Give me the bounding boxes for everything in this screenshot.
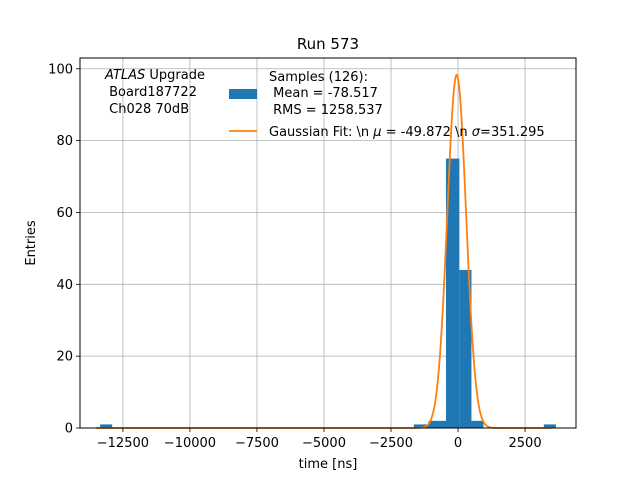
legend-fit-sigma-value: =351.295 [480,125,545,140]
histogram-bars [100,158,556,428]
x-axis-ticks: −12500 −10000 −7500 −5000 −2500 0 2500 [97,428,542,451]
legend-fit-mu: μ [372,125,381,140]
y-tick-label: 80 [56,134,73,149]
x-tick-label: 0 [454,436,462,451]
x-tick-label: −2500 [369,436,413,451]
x-tick-label: 2500 [509,436,542,451]
histogram-bar [459,269,472,428]
annotation-line-2: Board187722 [105,85,197,100]
y-tick-label: 100 [48,62,73,77]
y-tick-label: 40 [56,278,73,293]
y-tick-label: 20 [56,350,73,365]
histogram-bar [413,424,429,428]
x-tick-label: −7500 [235,436,279,451]
annotation-upgrade: Upgrade [145,68,205,83]
legend-histogram-line-3: RMS = 1258.537 [269,103,383,118]
chart-title: Run 573 [297,35,359,53]
legend: Samples (126): Mean = -78.517 RMS = 1258… [229,70,545,140]
y-axis-ticks: 0 20 40 60 80 100 [48,62,80,437]
plot-frame [79,57,577,429]
x-tick-label: −12500 [97,436,149,451]
legend-histogram-line-2: Mean = -78.517 [269,86,378,101]
legend-histogram-swatch [229,89,257,99]
annotation-atlas: ATLAS [104,68,145,83]
legend-fit-sigma: σ [472,125,481,140]
histogram-bar [445,158,460,428]
histogram-bar [100,424,113,428]
y-axis-label: Entries [24,220,39,266]
legend-histogram-line-1: Samples (126): [269,70,368,85]
x-tick-label: −10000 [164,436,216,451]
legend-fit-mu-value: = -49.872 \n [382,125,472,140]
legend-fit-prefix: Gaussian Fit: \n [269,125,373,140]
x-tick-label: −5000 [302,436,346,451]
annotation-line-1: ATLAS Upgrade [104,68,205,83]
y-tick-label: 0 [65,422,73,437]
histogram-bar [543,424,556,428]
atlas-annotation: ATLAS Upgrade Board187722 Ch028 70dB [104,68,205,117]
y-tick-label: 60 [56,206,73,221]
annotation-line-3: Ch028 70dB [105,102,189,117]
legend-fit-label: Gaussian Fit: \n μ = -49.872 \n σ=351.29… [269,125,545,140]
histogram-bar [471,420,484,428]
histogram-bar [428,420,446,428]
x-axis-label: time [ns] [299,457,358,472]
